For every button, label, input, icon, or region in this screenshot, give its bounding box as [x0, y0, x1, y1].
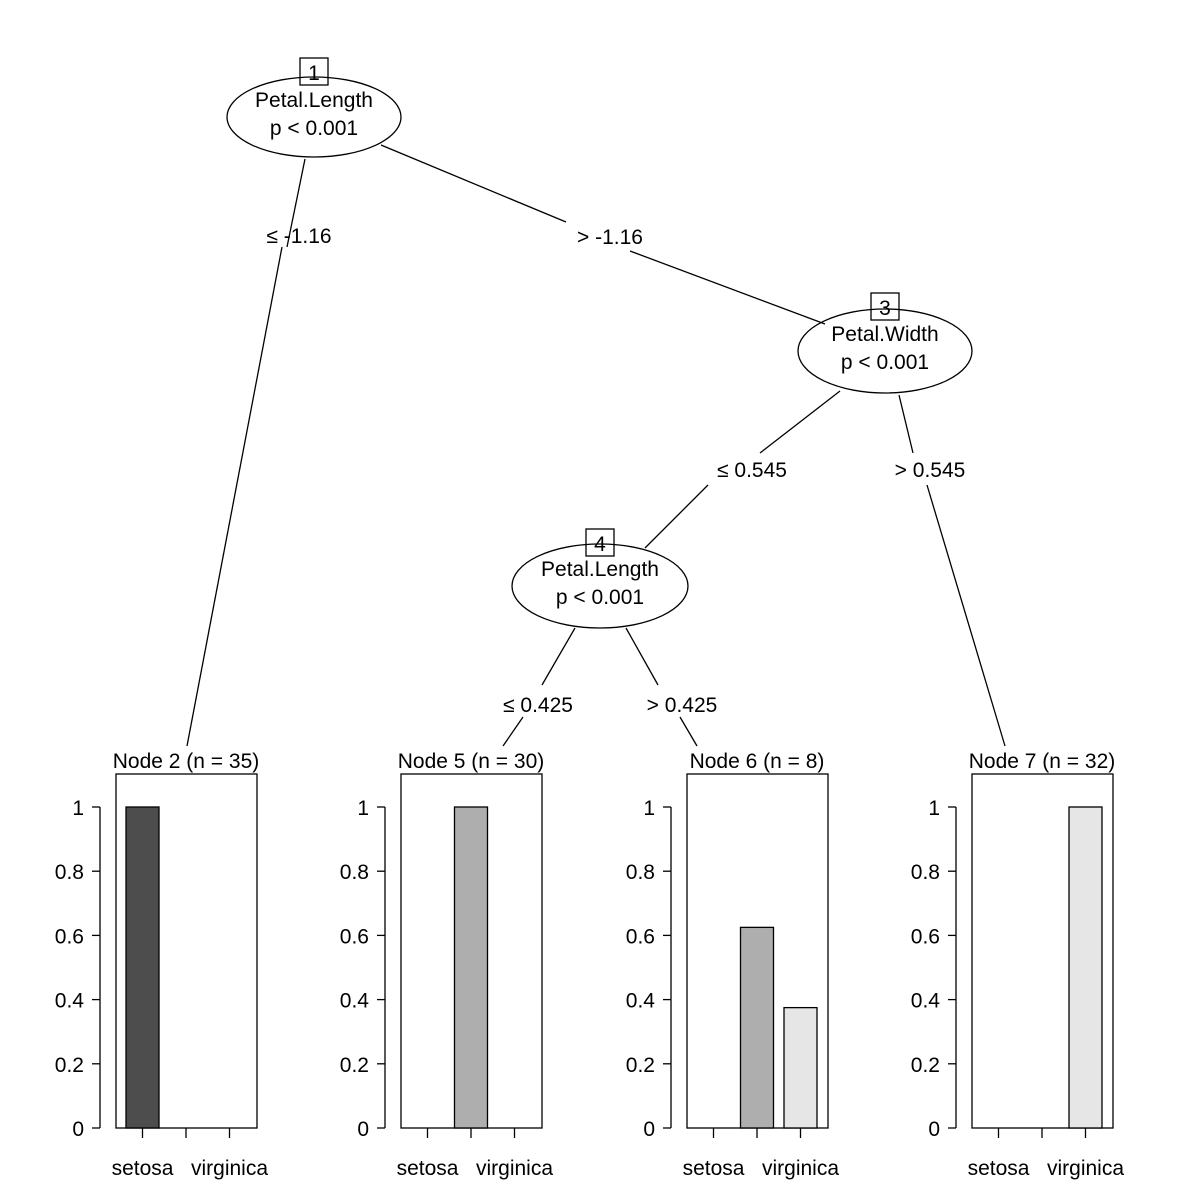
inner-node-1: 1 Petal.Length p < 0.001	[226, 57, 402, 158]
edge-3-4: ≤ 0.545	[644, 390, 841, 549]
edge-1-2: ≤ -1.16	[186, 158, 332, 747]
node-id-box	[299, 57, 329, 86]
y-tick-label: 0.6	[55, 925, 84, 948]
split-variable: Petal.Width	[831, 323, 938, 346]
edge-line	[898, 394, 914, 454]
edge-line	[644, 484, 709, 549]
class-label-virginica: virginica	[191, 1157, 268, 1180]
node-id-box	[870, 292, 900, 321]
y-tick-label: 0.4	[340, 990, 370, 1013]
split-variable: Petal.Length	[255, 89, 373, 112]
edge-line	[502, 716, 524, 747]
leaf-node-7: Node 7 (n = 32) 0 0.2 0.4 0.6 0.8 1 setosa virgi…	[911, 750, 1125, 1180]
bar-class-1	[125, 806, 160, 1129]
y-tick-label: 0.8	[340, 861, 369, 884]
leaf-node-5: Node 5 (n = 30) 0 0.2 0.4 0.6 0.8 1 setosa virgi…	[340, 750, 554, 1180]
node-ellipse	[511, 543, 689, 629]
edge-split-label: > -1.16	[577, 226, 643, 249]
bar-class-2	[739, 926, 775, 1129]
edge-split-label: ≤ -1.16	[266, 225, 331, 248]
edge-line	[186, 246, 283, 747]
class-label-virginica: virginica	[762, 1157, 839, 1180]
edge-split-label: > 0.425	[647, 694, 718, 717]
edge-line	[759, 390, 841, 454]
y-tick-label: 1	[357, 797, 369, 820]
y-tick-label: 0.6	[626, 925, 655, 948]
edge-split-label: > 0.545	[895, 459, 966, 482]
bar-class-3	[783, 1006, 818, 1129]
bar-class-3	[1068, 806, 1103, 1129]
y-tick-label: 0	[72, 1118, 84, 1141]
class-label-virginica: virginica	[476, 1157, 553, 1180]
node-ellipse	[226, 76, 402, 158]
leaf-title: Node 2 (n = 35)	[113, 750, 260, 773]
y-tick-label: 0.8	[626, 861, 655, 884]
y-tick-label: 1	[72, 797, 84, 820]
edge-split-label: ≤ 0.425	[503, 694, 573, 717]
edge-4-6: > 0.425	[625, 627, 718, 747]
y-tick-label: 0	[643, 1118, 655, 1141]
y-tick-label: 1	[643, 797, 655, 820]
node-id-box	[585, 528, 615, 557]
leaf-node-2: Node 2 (n = 35) 0 0.2 0.4 0.6 0.8 1 setosa virgi…	[55, 750, 269, 1180]
edge-1-3: > -1.16	[380, 144, 826, 325]
y-tick-label: 0	[357, 1118, 369, 1141]
p-value: p < 0.001	[270, 117, 358, 140]
p-value: p < 0.001	[841, 351, 929, 374]
y-tick-label: 0.4	[626, 990, 656, 1013]
edge-4-5: ≤ 0.425	[502, 627, 576, 747]
class-label-setosa: setosa	[397, 1157, 459, 1180]
edge-line	[541, 627, 576, 686]
y-tick-label: 0.2	[340, 1054, 369, 1077]
p-value: p < 0.001	[556, 586, 644, 609]
edge-line	[625, 627, 659, 686]
y-tick-label: 1	[928, 797, 940, 820]
y-tick-label: 0.2	[911, 1054, 940, 1077]
edge-line	[380, 144, 567, 223]
edge-line	[679, 716, 698, 747]
node-ellipse	[797, 308, 973, 394]
edge-split-label: ≤ 0.545	[717, 459, 787, 482]
class-label-setosa: setosa	[968, 1157, 1030, 1180]
class-label-setosa: setosa	[683, 1157, 745, 1180]
node-id: 3	[879, 297, 891, 320]
y-tick-label: 0.4	[55, 990, 85, 1013]
y-tick-label: 0.8	[55, 861, 84, 884]
y-tick-label: 0	[928, 1118, 940, 1141]
edge-line	[629, 250, 826, 325]
class-label-virginica: virginica	[1047, 1157, 1124, 1180]
edge-line	[286, 158, 306, 248]
split-variable: Petal.Length	[541, 558, 659, 581]
node-id: 4	[594, 533, 606, 556]
y-tick-label: 0.4	[911, 990, 941, 1013]
leaf-node-6: Node 6 (n = 8) 0 0.2 0.4 0.6 0.8 1 setosa virgin…	[626, 750, 840, 1180]
edge-line	[926, 484, 1006, 747]
y-tick-label: 0.6	[340, 925, 369, 948]
class-label-setosa: setosa	[112, 1157, 174, 1180]
inner-node-3: 3 Petal.Width p < 0.001	[797, 292, 973, 394]
edge-3-7: > 0.545	[895, 394, 1006, 747]
node-id: 1	[308, 62, 320, 85]
bar-class-2	[453, 806, 489, 1129]
leaf-title: Node 6 (n = 8)	[690, 750, 825, 773]
y-tick-label: 0.6	[911, 925, 940, 948]
leaf-title: Node 7 (n = 32)	[969, 750, 1116, 773]
y-tick-label: 0.2	[55, 1054, 84, 1077]
y-tick-label: 0.2	[626, 1054, 655, 1077]
y-tick-label: 0.8	[911, 861, 940, 884]
leaf-title: Node 5 (n = 30)	[398, 750, 545, 773]
